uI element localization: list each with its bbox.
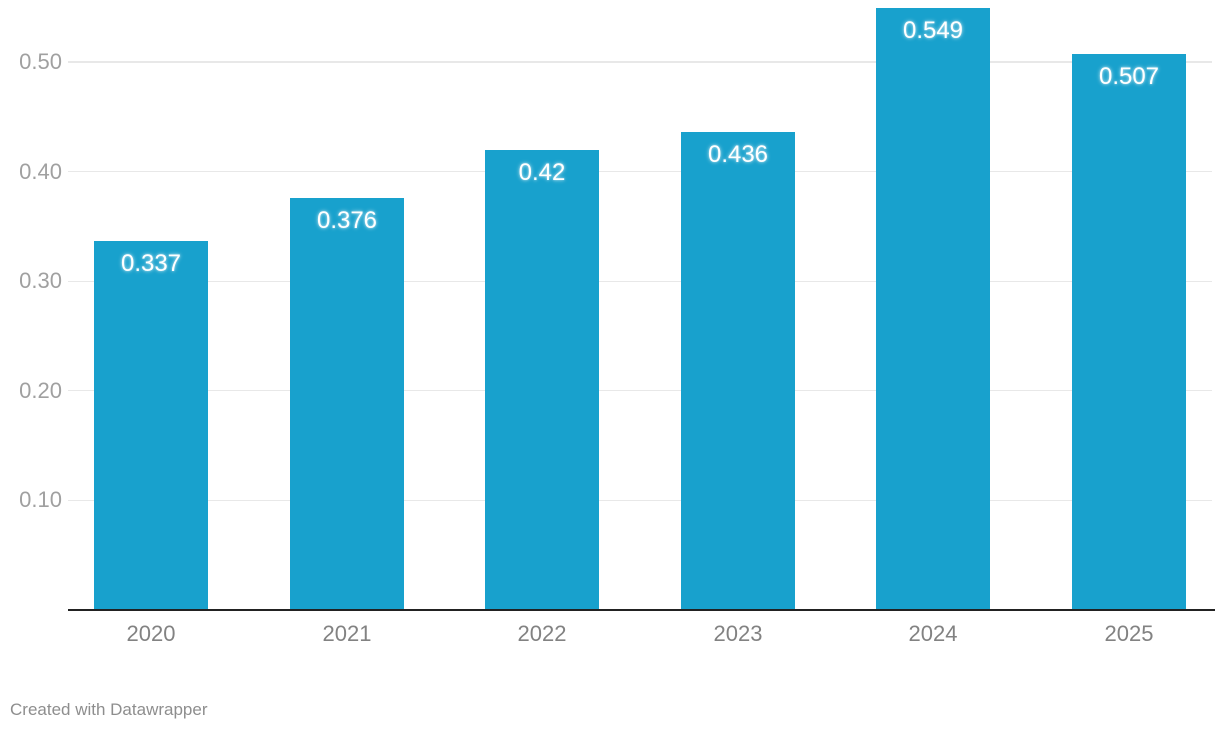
gridline [68, 499, 1212, 502]
bar-value-label: 0.42 [518, 159, 566, 186]
bar-value-label: 0.376 [316, 207, 378, 234]
gridline [68, 280, 1212, 282]
x-axis-tick-label: 2025 [1104, 621, 1154, 646]
bar-2025[interactable]: 0.507 [1072, 54, 1186, 610]
plot-area: 0.10 0.20 0.30 0.40 0.50 0.337 0.376 0.42 0.436 0… [19, 8, 1212, 610]
footer: Created with Datawrapper [10, 698, 207, 722]
y-axis-tick-label: 0.50 [19, 49, 62, 74]
bar-2023[interactable]: 0.436 [681, 132, 795, 610]
y-axis-tick-label: 0.40 [19, 158, 62, 184]
x-axis-tick-label: 2022 [517, 621, 567, 646]
x-axis-tick-label: 2021 [322, 621, 372, 646]
bar-value-label: 0.549 [902, 17, 964, 44]
gridline [68, 61, 1212, 63]
bar-2024[interactable]: 0.549 [876, 8, 990, 610]
bar-2020[interactable]: 0.337 [94, 241, 208, 610]
y-axis-tick-label: 0.20 [19, 377, 62, 403]
bar-value-label: 0.436 [707, 141, 769, 168]
x-axis-baseline [68, 609, 1215, 611]
bar-value-label: 0.337 [120, 250, 182, 277]
gridline [68, 390, 1212, 392]
bar-value-label: 0.507 [1098, 63, 1160, 90]
bar-2022[interactable]: 0.42 [485, 150, 599, 610]
x-axis-tick-label: 2020 [126, 621, 176, 646]
datawrapper-attribution-link[interactable]: Created with Datawrapper [10, 700, 208, 719]
y-axis-tick-label: 0.30 [19, 268, 62, 294]
y-axis-tick-label: 0.10 [19, 487, 62, 513]
gridline [68, 170, 1212, 173]
bar-2021[interactable]: 0.376 [290, 198, 404, 610]
x-axis-tick-label: 2024 [908, 621, 958, 646]
x-axis-tick-label: 2023 [713, 621, 763, 646]
